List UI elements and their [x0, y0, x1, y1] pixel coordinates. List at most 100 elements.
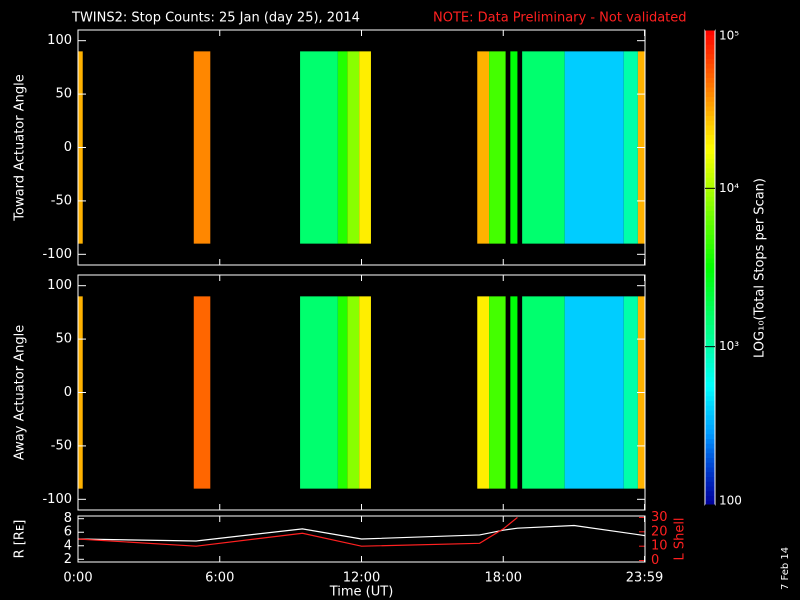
lines: [78, 516, 645, 547]
colorbar-strip: [705, 239, 715, 245]
x-axis-label: Time (UT): [329, 585, 394, 600]
colorbar-strip: [705, 500, 715, 506]
colorbar-strip: [705, 438, 715, 444]
colorbar-strip: [705, 96, 715, 102]
colorbar-strip: [705, 296, 715, 302]
colorbar-strip: [705, 196, 715, 202]
y-tick-label: 0: [64, 140, 72, 155]
colorbar-strip: [705, 220, 715, 226]
colorbar-strip: [705, 120, 715, 126]
colorbar-strip: [705, 177, 715, 183]
colorbar-strip: [705, 462, 715, 468]
y2-tick-label: 0: [651, 553, 659, 568]
colorbar-strip: [705, 315, 715, 321]
colorbar-strip: [705, 471, 715, 477]
colorbar-strip: [705, 30, 715, 36]
colorbar-strip: [705, 338, 715, 344]
colorbar-strip: [705, 305, 715, 311]
heat-cell: [300, 296, 338, 489]
y-tick-label: 8: [64, 511, 72, 526]
colorbar-tick-label: 10⁵: [719, 29, 739, 43]
colorbar-strip: [705, 87, 715, 93]
colorbar-strip: [705, 215, 715, 221]
colorbar-strip: [705, 158, 715, 164]
x-tick-label: 23:59: [626, 571, 663, 586]
colorbar-strip: [705, 429, 715, 435]
colorbar-strip: [705, 210, 715, 216]
y-axis-label: R [Rᴇ]: [13, 520, 28, 559]
colorbar-strip: [705, 277, 715, 283]
heat-cell: [347, 296, 360, 489]
y-tick-label: 4: [64, 538, 72, 553]
colorbar-strip: [705, 234, 715, 240]
colorbar-strip: [705, 224, 715, 230]
colorbar-strip: [705, 63, 715, 69]
y-tick-label: -50: [51, 438, 72, 453]
colorbar-strip: [705, 329, 715, 335]
heat-cell: [510, 51, 518, 244]
x-tick-label: 0:00: [63, 571, 92, 586]
colorbar-strip: [705, 101, 715, 107]
y-tick-label: 2: [64, 552, 72, 567]
colorbar-strip: [705, 262, 715, 268]
colorbar-strip: [705, 68, 715, 74]
colorbar-strip: [705, 253, 715, 259]
colorbar-strip: [705, 348, 715, 354]
colorbar-strip: [705, 443, 715, 449]
colorbar-strip: [705, 414, 715, 420]
colorbar-strip: [705, 476, 715, 482]
y2-tick-label: 10: [651, 539, 668, 554]
colorbar-strip: [705, 481, 715, 487]
colorbar-strip: [705, 229, 715, 235]
colorbar-strip: [705, 77, 715, 83]
colorbar-strip: [705, 163, 715, 169]
colorbar-strip: [705, 452, 715, 458]
colorbar-strip: [705, 381, 715, 387]
x-tick-label: 6:00: [205, 571, 234, 586]
colorbar-strip: [705, 153, 715, 159]
colorbar-strip: [705, 148, 715, 154]
colorbar-strip: [705, 205, 715, 211]
y2-tick-label: 20: [651, 524, 668, 539]
colorbar-strip: [705, 334, 715, 340]
colorbar-strip: [705, 125, 715, 131]
colorbar-strip: [705, 44, 715, 50]
colorbar-strip: [705, 400, 715, 406]
heat-cell: [300, 51, 338, 244]
heat-cell: [337, 51, 348, 244]
series-line: [78, 516, 518, 547]
heat-cell: [522, 296, 565, 489]
colorbar-strip: [705, 457, 715, 463]
y2-tick-label: 30: [651, 510, 668, 525]
colorbar-strip: [705, 357, 715, 363]
colorbar-strip: [705, 291, 715, 297]
heat-cell: [623, 296, 638, 489]
heat-cell: [489, 51, 506, 244]
colorbar-strip: [705, 144, 715, 150]
colorbar-strip: [705, 395, 715, 401]
colorbar-strip: [705, 186, 715, 192]
colorbar-strip: [705, 258, 715, 264]
colorbar-strip: [705, 49, 715, 55]
y2-axis-label: L Shell: [673, 517, 688, 560]
colorbar-strip: [705, 386, 715, 392]
colorbar-strip: [705, 376, 715, 382]
colorbar-strip: [705, 39, 715, 45]
y-tick-label: 0: [64, 385, 72, 400]
heat-cell: [489, 296, 506, 489]
heat-cell: [623, 51, 638, 244]
colorbar-strip: [705, 201, 715, 207]
y-tick-label: 100: [47, 33, 72, 48]
heat-cell: [564, 296, 624, 489]
colorbar-strip: [705, 286, 715, 292]
colorbar-strip: [705, 343, 715, 349]
colorbar-strip: [705, 272, 715, 278]
y-tick-label: -100: [42, 492, 72, 507]
colorbar-strip: [705, 495, 715, 501]
y-tick-label: -50: [51, 193, 72, 208]
colorbar-strip: [705, 167, 715, 173]
colorbar-label: LOG₁₀(Total Stops per Scan): [753, 178, 768, 358]
colorbar-strip: [705, 362, 715, 368]
heat-cell: [477, 51, 490, 244]
colorbar-strip: [705, 410, 715, 416]
